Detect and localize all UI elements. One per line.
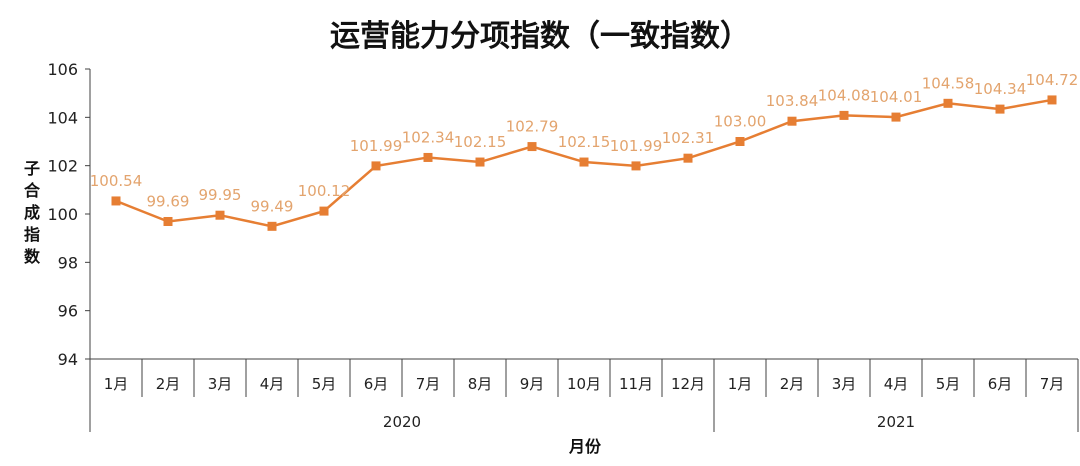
x-tick-label: 5月	[312, 375, 337, 393]
data-point-marker	[319, 206, 329, 216]
x-tick-label: 10月	[567, 375, 601, 393]
x-tick-label: 4月	[260, 375, 285, 393]
y-tick-label: 100	[47, 205, 78, 224]
x-tick-label: 1月	[728, 375, 753, 393]
data-point-marker	[527, 142, 537, 152]
data-point-marker	[475, 157, 485, 167]
data-point-marker	[423, 152, 433, 162]
data-label: 104.01	[870, 88, 923, 106]
y-tick-label: 106	[47, 60, 78, 79]
data-label: 104.72	[1026, 71, 1079, 89]
data-label: 104.08	[818, 86, 871, 104]
chart-title: 运营能力分项指数（一致指数）	[330, 19, 750, 54]
x-tick-label: 7月	[416, 375, 441, 393]
x-tick-label: 1月	[104, 375, 129, 393]
data-point-marker	[579, 157, 589, 167]
x-tick-label: 3月	[832, 375, 857, 393]
data-point-marker	[839, 110, 849, 120]
data-label: 102.31	[662, 129, 715, 147]
data-label: 100.54	[90, 172, 143, 190]
data-point-marker	[787, 116, 797, 126]
data-label: 101.99	[610, 137, 663, 155]
data-label: 100.12	[298, 182, 351, 200]
x-tick-label: 6月	[364, 375, 389, 393]
data-point-marker	[735, 137, 745, 146]
x-axis-label: 月份	[568, 437, 602, 456]
x-tick-label: 9月	[520, 375, 545, 393]
data-label: 103.84	[766, 92, 819, 110]
x-tick-label: 12月	[671, 375, 705, 393]
x-tick-label: 11月	[619, 375, 653, 393]
y-tick-label: 102	[47, 157, 78, 176]
data-label: 99.69	[147, 192, 190, 210]
y-tick-label: 104	[47, 108, 78, 127]
data-point-marker	[891, 112, 901, 122]
data-point-marker	[995, 104, 1005, 114]
data-label: 102.34	[402, 128, 455, 146]
data-label: 99.95	[199, 186, 242, 204]
x-tick-label: 4月	[884, 375, 909, 393]
data-point-marker	[683, 153, 693, 163]
x-tick-label: 5月	[936, 375, 961, 393]
y-tick-label: 96	[58, 302, 78, 321]
data-point-marker	[215, 210, 225, 220]
data-point-marker	[111, 196, 121, 206]
data-label: 102.15	[558, 133, 611, 151]
data-label: 102.15	[454, 133, 507, 151]
data-label: 104.34	[974, 80, 1027, 98]
data-label: 104.58	[922, 74, 975, 92]
x-group-label: 2020	[383, 413, 421, 431]
data-point-marker	[371, 161, 381, 171]
x-group-label: 2021	[877, 413, 915, 431]
x-tick-label: 8月	[468, 375, 493, 393]
y-tick-label: 94	[58, 350, 78, 369]
data-point-marker	[1047, 95, 1057, 105]
x-tick-label: 3月	[208, 375, 233, 393]
data-point-marker	[267, 221, 277, 231]
data-point-marker	[943, 98, 953, 108]
data-label: 102.79	[506, 118, 559, 136]
x-tick-label: 2月	[156, 375, 181, 393]
data-point-marker	[163, 216, 173, 226]
data-label: 99.49	[251, 197, 294, 215]
x-tick-label: 6月	[988, 375, 1013, 393]
data-label: 101.99	[350, 137, 403, 155]
x-tick-label: 7月	[1040, 375, 1065, 393]
data-point-marker	[631, 161, 641, 171]
y-tick-label: 98	[58, 253, 78, 272]
data-label: 103.00	[714, 113, 767, 131]
x-tick-label: 2月	[780, 375, 805, 393]
y-axis-label: 子合成指数	[21, 160, 40, 270]
